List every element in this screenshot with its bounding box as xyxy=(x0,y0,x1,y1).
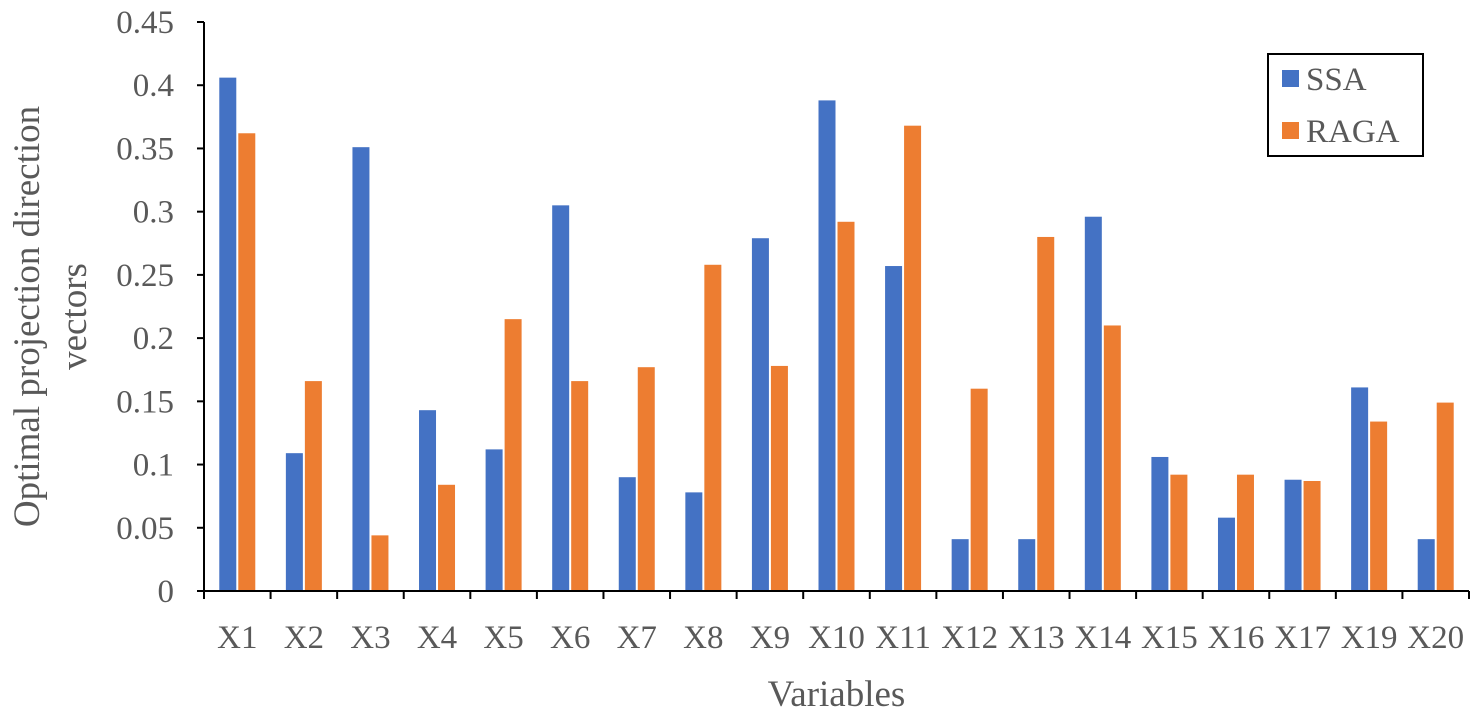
bar-raga-x11 xyxy=(904,125,922,591)
x-tick-label: X8 xyxy=(683,620,723,656)
bar-ssa-x13 xyxy=(1018,539,1036,591)
y-axis-title-line2: vectors xyxy=(54,263,95,370)
bar-ssa-x15 xyxy=(1151,456,1169,591)
x-tick-label: X10 xyxy=(808,620,865,656)
bar-ssa-x6 xyxy=(552,205,570,591)
bar-ssa-x12 xyxy=(951,539,969,591)
bar-raga-x12 xyxy=(970,388,988,591)
x-tick-label: X20 xyxy=(1407,620,1464,656)
bar-ssa-x8 xyxy=(685,492,703,591)
axes-layer: 0 0.05 0.1 0.15 0.2 0.25 0.3 0.35 0.4 0.45 X1 X2 X3… xyxy=(116,5,1470,656)
bar-raga-x3 xyxy=(371,535,389,591)
bar-raga-x8 xyxy=(704,264,722,591)
x-ticks-layer: X1 X2 X3 X4 X5 X6 X7 X8 X9 X10 X11 X12 X13 X14 X15 X16 X… xyxy=(203,591,1470,656)
y-axis-title-line1: Optimal projection direction xyxy=(7,106,48,527)
x-axis-title: Variables xyxy=(768,674,906,715)
bar-ssa-x7 xyxy=(618,477,636,591)
x-tick-label: X12 xyxy=(941,620,998,656)
x-tick-label: X2 xyxy=(284,620,324,656)
bar-raga-x16 xyxy=(1236,474,1254,591)
x-tick-label: X9 xyxy=(750,620,790,656)
bar-ssa-x5 xyxy=(485,449,503,591)
bar-ssa-x11 xyxy=(885,266,903,591)
y-tick-label: 0.3 xyxy=(133,195,174,231)
bar-raga-x14 xyxy=(1103,325,1121,591)
x-tick-label: X19 xyxy=(1341,620,1398,656)
x-tick-label: X11 xyxy=(875,620,931,656)
bar-raga-x2 xyxy=(304,381,322,591)
bar-raga-x6 xyxy=(571,381,589,591)
x-tick-label: X13 xyxy=(1008,620,1065,656)
legend-label-raga: RAGA xyxy=(1306,114,1400,150)
bar-ssa-x14 xyxy=(1084,216,1102,592)
y-tick-label: 0.15 xyxy=(116,384,174,420)
x-tick-label: X7 xyxy=(617,620,657,656)
y-tick-label: 0.1 xyxy=(133,448,174,484)
bar-raga-x15 xyxy=(1170,474,1188,591)
y-ticks-layer: 0 0.05 0.1 0.15 0.2 0.25 0.3 0.35 0.4 0.45 xyxy=(116,5,204,610)
labels-layer: Variables Optimal projection direction v… xyxy=(7,106,905,715)
x-tick-label: X3 xyxy=(350,620,390,656)
legend: SSA RAGA xyxy=(1267,53,1424,157)
legend-label-ssa: SSA xyxy=(1306,62,1367,98)
bar-raga-x19 xyxy=(1370,421,1388,591)
bar-raga-x13 xyxy=(1037,236,1055,591)
bar-raga-x4 xyxy=(438,484,456,591)
x-tick-label: X15 xyxy=(1141,620,1198,656)
x-tick-label: X16 xyxy=(1208,620,1265,656)
y-tick-label: 0.45 xyxy=(116,5,174,41)
x-tick-label: X17 xyxy=(1274,620,1331,656)
x-tick-label: X4 xyxy=(417,620,457,656)
bar-raga-x9 xyxy=(770,365,788,591)
bar-raga-x1 xyxy=(238,133,256,591)
y-tick-label: 0 xyxy=(158,574,175,610)
bar-ssa-x4 xyxy=(419,410,437,591)
legend-swatch-raga xyxy=(1282,122,1299,139)
bar-ssa-x17 xyxy=(1284,479,1302,591)
bar-ssa-x1 xyxy=(219,77,237,591)
bar-raga-x20 xyxy=(1436,402,1454,591)
y-tick-label: 0.4 xyxy=(133,68,174,104)
bar-ssa-x16 xyxy=(1217,517,1235,591)
y-tick-label: 0.35 xyxy=(116,131,174,167)
bar-ssa-x20 xyxy=(1417,539,1435,591)
legend-swatch-ssa xyxy=(1282,70,1299,87)
y-tick-label: 0.25 xyxy=(116,258,174,294)
x-tick-label: X5 xyxy=(483,620,523,656)
bars-layer xyxy=(219,77,1454,592)
x-tick-label: X6 xyxy=(550,620,590,656)
bar-ssa-x2 xyxy=(285,453,303,591)
bar-ssa-x9 xyxy=(751,238,769,591)
y-tick-label: 0.2 xyxy=(133,321,174,357)
bar-ssa-x10 xyxy=(818,100,836,591)
y-tick-label: 0.05 xyxy=(116,511,174,547)
bar-raga-x5 xyxy=(504,319,522,591)
bar-raga-x17 xyxy=(1303,480,1321,591)
bar-ssa-x3 xyxy=(352,147,370,591)
bar-raga-x10 xyxy=(837,221,855,591)
x-tick-label: X14 xyxy=(1074,620,1131,656)
x-tick-label: X1 xyxy=(217,620,257,656)
bar-ssa-x19 xyxy=(1351,387,1369,591)
bar-raga-x7 xyxy=(637,367,655,591)
